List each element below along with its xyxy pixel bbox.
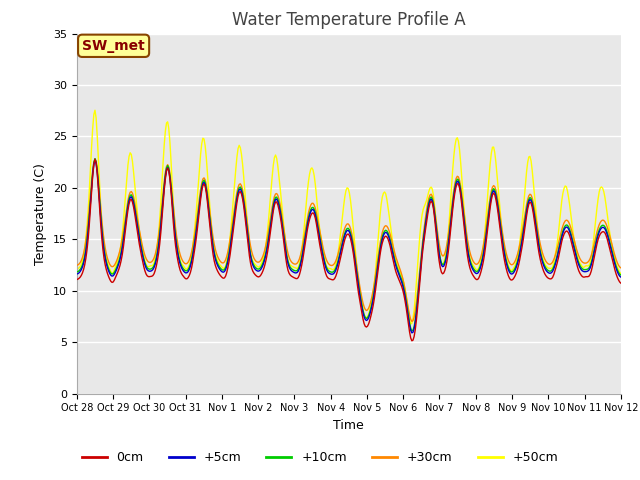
Title: Water Temperature Profile A: Water Temperature Profile A [232, 11, 466, 29]
Y-axis label: Temperature (C): Temperature (C) [35, 163, 47, 264]
Text: SW_met: SW_met [82, 39, 145, 53]
X-axis label: Time: Time [333, 419, 364, 432]
Legend: 0cm, +5cm, +10cm, +30cm, +50cm: 0cm, +5cm, +10cm, +30cm, +50cm [77, 446, 563, 469]
